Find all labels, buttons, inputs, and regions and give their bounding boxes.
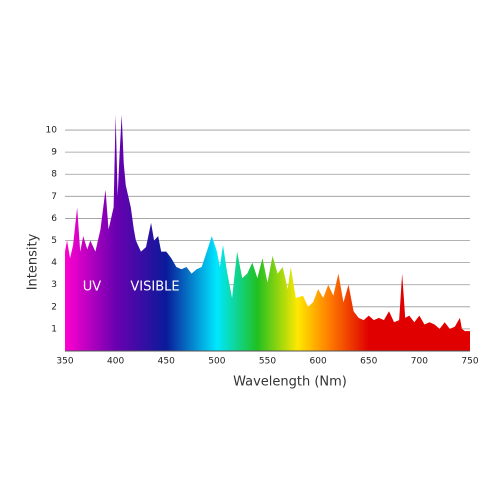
y-tick-label: 7 [51,192,57,202]
x-tick-label: 550 [259,357,276,367]
annotation: VISIBLE [130,280,179,295]
x-tick-label: 700 [411,357,428,367]
x-tick-label: 450 [158,357,175,367]
y-tick-label: 6 [51,214,57,224]
y-axis-label: Intensity [26,233,41,290]
y-tick-label: 3 [51,280,57,290]
x-tick-label: 750 [461,357,478,367]
x-tick-label: 350 [56,357,73,367]
y-tick-label: 10 [46,126,58,136]
y-tick-label: 5 [51,236,57,246]
x-tick-label: 600 [310,357,327,367]
y-tick-label: 4 [51,258,57,268]
y-tick-label: 1 [51,324,57,334]
x-tick-label: 400 [107,357,124,367]
x-tick-label: 500 [208,357,225,367]
y-tick-label: 8 [51,170,57,180]
annotation: UV [83,280,102,295]
y-tick-label: 9 [51,148,57,158]
x-axis-label: Wavelength (Nm) [233,375,347,390]
y-tick-label: 2 [51,302,57,312]
spectrum-area [65,114,470,351]
x-tick-label: 650 [360,357,377,367]
